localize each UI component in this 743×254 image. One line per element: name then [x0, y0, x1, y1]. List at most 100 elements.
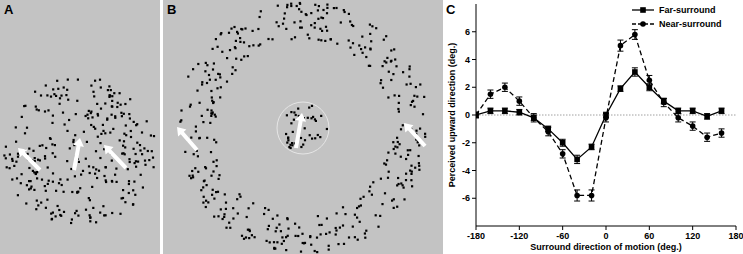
stimulus-dot — [305, 13, 307, 15]
stimulus-dot — [111, 95, 113, 97]
stimulus-dot — [66, 89, 68, 91]
x-tick — [476, 226, 477, 230]
stimulus-dot — [90, 111, 92, 113]
stimulus-dot — [252, 44, 254, 46]
stimulus-dot — [111, 100, 113, 102]
stimulus-dot — [274, 248, 276, 250]
stimulus-dot — [36, 200, 38, 202]
stimulus-dot — [418, 165, 420, 167]
stimulus-dot — [410, 173, 412, 175]
stimulus-dot — [76, 100, 78, 102]
stimulus-dot — [192, 68, 194, 70]
series-marker — [675, 115, 681, 121]
stimulus-dot — [103, 175, 105, 177]
error-bar — [560, 139, 566, 146]
stimulus-dot — [206, 184, 208, 186]
stimulus-dot — [116, 181, 118, 183]
stimulus-dot — [233, 26, 235, 28]
stimulus-dot — [215, 38, 217, 40]
stimulus-dot — [377, 226, 379, 228]
stimulus-dot — [59, 103, 61, 105]
stimulus-dot — [92, 166, 94, 168]
stimulus-dot — [336, 43, 338, 45]
stimulus-dot — [77, 79, 79, 81]
stimulus-dot — [368, 190, 370, 192]
series-marker — [476, 112, 479, 118]
stimulus-dot — [215, 79, 217, 81]
stimulus-dot — [153, 166, 155, 168]
stimulus-dot — [152, 157, 154, 159]
stimulus-dot — [97, 114, 99, 116]
stimulus-dot — [326, 128, 328, 130]
series-marker — [517, 98, 523, 104]
stimulus-dot — [130, 136, 132, 138]
panel-a: A — [0, 0, 160, 254]
stimulus-dot — [283, 18, 285, 20]
error-cap — [603, 121, 609, 122]
stimulus-dot — [387, 177, 389, 179]
error-cap — [487, 98, 493, 99]
stimulus-dot — [96, 103, 98, 105]
stimulus-dot — [132, 204, 134, 206]
stimulus-dot — [289, 144, 291, 146]
x-tick — [606, 226, 607, 230]
stimulus-dot — [405, 158, 407, 160]
stimulus-dot — [147, 150, 149, 152]
stimulus-dot — [210, 115, 212, 117]
stimulus-dot — [235, 58, 237, 60]
stimulus-dot — [52, 181, 54, 183]
stimulus-dot — [314, 4, 316, 6]
stimulus-dot — [137, 161, 139, 163]
stimulus-dot — [316, 237, 318, 239]
series-marker — [618, 43, 624, 49]
stimulus-dot — [214, 114, 216, 116]
stimulus-dot — [422, 113, 424, 115]
stimulus-dot — [212, 48, 214, 50]
stimulus-dot — [243, 41, 245, 43]
x-tick-label: -60 — [556, 231, 569, 241]
stimulus-dot — [132, 203, 134, 205]
stimulus-dot — [203, 180, 205, 182]
stimulus-dot — [254, 236, 256, 238]
stimulus-dot — [356, 207, 358, 209]
stimulus-dot — [85, 209, 87, 211]
stimulus-dot — [360, 204, 362, 206]
stimulus-dot — [402, 71, 404, 73]
stimulus-dot — [363, 196, 365, 198]
stimulus-dot — [398, 102, 400, 104]
stimulus-dot — [211, 194, 213, 196]
stimulus-dot — [51, 143, 53, 145]
error-cap — [719, 128, 725, 129]
error-cap — [617, 51, 623, 52]
stimulus-dot — [51, 218, 53, 220]
stimulus-dot — [54, 144, 56, 146]
x-tick-label: 0 — [603, 231, 608, 241]
stimulus-dot — [121, 115, 123, 117]
stimulus-dot — [26, 184, 28, 186]
stimulus-dot — [133, 148, 135, 150]
stimulus-dot — [119, 92, 121, 94]
stimulus-dot — [284, 12, 286, 14]
stimulus-dot — [128, 192, 130, 194]
stimulus-dot — [232, 217, 234, 219]
stimulus-dot — [252, 30, 254, 32]
stimulus-dot — [11, 158, 13, 160]
error-cap — [661, 106, 667, 107]
y-tick-label: -2 — [462, 138, 470, 148]
stimulus-dot — [220, 208, 222, 210]
error-bar — [704, 133, 710, 141]
stimulus-dot — [32, 170, 34, 172]
stimulus-dot — [267, 38, 269, 40]
x-tick — [649, 226, 650, 230]
stimulus-dot — [311, 105, 313, 107]
stimulus-dot — [210, 151, 212, 153]
stimulus-dot — [136, 123, 138, 125]
stimulus-dot — [317, 18, 319, 20]
stimulus-dot — [188, 175, 190, 177]
series-marker — [502, 108, 508, 114]
stimulus-dot — [413, 95, 415, 97]
error-bar — [545, 127, 551, 135]
stimulus-dot — [385, 164, 387, 166]
stimulus-dot — [397, 177, 399, 179]
stimulus-dot — [76, 192, 78, 194]
